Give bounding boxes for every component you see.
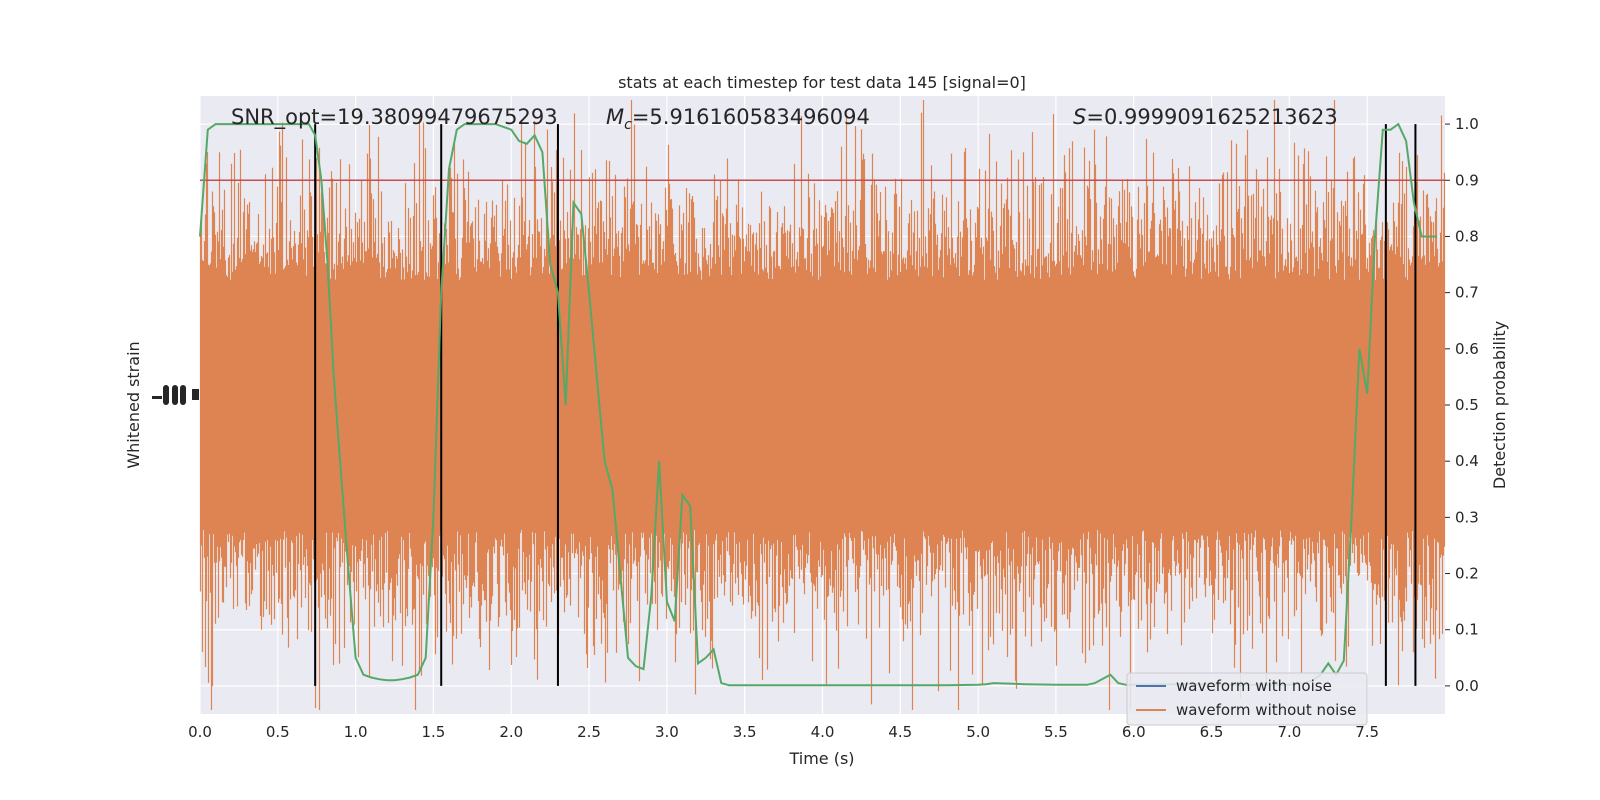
x-tick-label: 7.0 — [1277, 723, 1301, 741]
s-annotation: S=0.9999091625213623 — [1073, 105, 1338, 129]
x-tick-label: 4.5 — [888, 723, 912, 741]
y-tick-label: 0.2 — [1455, 565, 1479, 583]
x-tick-label: 1.0 — [344, 723, 368, 741]
y-tick-label: 0.0 — [1455, 677, 1479, 695]
x-tick-label: 6.0 — [1122, 723, 1146, 741]
y-tick-label: 0.5 — [1455, 396, 1479, 414]
y-tick-label: 0.4 — [1455, 452, 1479, 470]
y-tick-label: 1.0 — [1455, 115, 1479, 133]
whitened-strain-series — [199, 100, 1446, 710]
left-axis-tick-cluster — [152, 385, 199, 405]
x-tick-label: 0.0 — [188, 723, 212, 741]
x-tick-label: 6.5 — [1200, 723, 1224, 741]
y-tick-label: 0.9 — [1455, 171, 1479, 189]
x-tick-label: 5.0 — [966, 723, 990, 741]
y-tick-label: 0.3 — [1455, 508, 1479, 526]
x-tick-label: 2.5 — [577, 723, 601, 741]
x-tick-label: 2.0 — [499, 723, 523, 741]
y-tick-label: 0.8 — [1455, 227, 1479, 245]
chirp-mass-annotation: Mc=5.916160583496094 — [606, 105, 870, 133]
waveform-without-noise — [199, 100, 1446, 710]
chart-title: stats at each timestep for test data 145… — [618, 73, 1026, 92]
y-tick-label: 0.1 — [1455, 621, 1479, 639]
legend-label-without-noise: waveform without noise — [1176, 701, 1356, 719]
x-tick-label: 0.5 — [266, 723, 290, 741]
legend-box — [1126, 672, 1368, 726]
x-axis-ticks: 0.0 0.5 1.0 1.5 2.0 2.5 3.0 3.5 4.0 4.5 5.0 5.5 6.0 6… — [188, 723, 1379, 741]
x-tick-label: 7.5 — [1355, 723, 1379, 741]
x-tick-label: 5.5 — [1044, 723, 1068, 741]
y-axis-right-label: Detection probability — [1490, 321, 1509, 489]
legend-label-with-noise: waveform with noise — [1176, 677, 1332, 695]
y-axis-right-ticks: 0.0 0.1 0.2 0.3 0.4 0.5 0.6 0.7 0.8 0.9 1.0 — [1445, 115, 1479, 695]
x-axis-label: Time (s) — [788, 749, 854, 768]
snr-annotation: SNR_opt=19.38099479675293 — [231, 105, 558, 130]
y-tick-label: 0.6 — [1455, 340, 1479, 358]
y-axis-left-label: Whitened strain — [124, 341, 143, 468]
legend: waveform with noise waveform without noi… — [1126, 672, 1368, 726]
x-tick-label: 1.5 — [422, 723, 446, 741]
x-tick-label: 3.5 — [733, 723, 757, 741]
x-tick-label: 3.0 — [655, 723, 679, 741]
x-tick-label: 4.0 — [811, 723, 835, 741]
y-tick-label: 0.7 — [1455, 284, 1479, 302]
